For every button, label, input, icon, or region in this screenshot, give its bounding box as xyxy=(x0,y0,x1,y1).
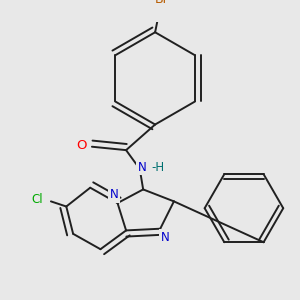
Text: Cl: Cl xyxy=(32,193,43,206)
Text: N: N xyxy=(138,161,147,174)
Text: -H: -H xyxy=(151,161,164,174)
Text: Br: Br xyxy=(155,0,169,6)
Text: O: O xyxy=(76,139,87,152)
Text: N: N xyxy=(161,231,170,244)
Text: N: N xyxy=(110,188,118,201)
